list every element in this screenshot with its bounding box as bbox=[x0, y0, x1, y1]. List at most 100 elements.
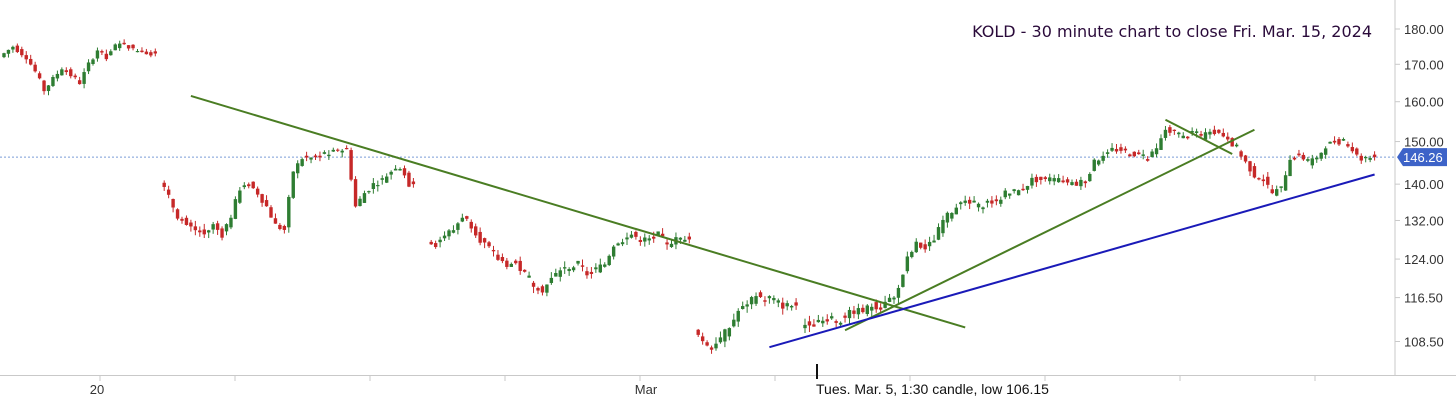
candle-body-up bbox=[616, 243, 620, 246]
candle-body-up bbox=[669, 243, 674, 248]
candle-body-down bbox=[834, 321, 838, 323]
candle-body-up bbox=[865, 305, 869, 315]
candle-body-down bbox=[1199, 134, 1203, 136]
candle-body-up bbox=[1283, 175, 1288, 191]
candle-body-down bbox=[665, 242, 669, 245]
candle-body-up bbox=[380, 178, 384, 180]
candle-body-up bbox=[1163, 129, 1168, 138]
candle-body-up bbox=[238, 190, 242, 203]
candle-body-down bbox=[843, 315, 847, 318]
candle-body-down bbox=[807, 321, 812, 326]
candle-body-up bbox=[51, 76, 55, 86]
candle-body-up bbox=[113, 44, 117, 51]
candle-body-down bbox=[175, 209, 180, 219]
candle-body-up bbox=[856, 308, 861, 315]
candle-body-up bbox=[207, 230, 211, 233]
candle-body-up bbox=[242, 185, 246, 188]
candle-body-up bbox=[625, 237, 629, 240]
candle-body-up bbox=[571, 267, 576, 271]
candle-body-up bbox=[2, 53, 6, 58]
candle-body-up bbox=[1070, 182, 1074, 185]
candle-body-down bbox=[1359, 155, 1363, 161]
candle-body-up bbox=[1101, 155, 1105, 161]
candle-body-up bbox=[229, 217, 233, 228]
candle-body-down bbox=[77, 80, 82, 85]
candle-body-up bbox=[732, 319, 736, 327]
candle-body-up bbox=[914, 241, 918, 253]
candle-body-down bbox=[264, 200, 269, 207]
candle-body-down bbox=[171, 198, 175, 208]
candle-body-up bbox=[1275, 189, 1279, 196]
candle-body-down bbox=[20, 49, 24, 56]
candle-body-down bbox=[491, 249, 496, 252]
candle-body-up bbox=[287, 196, 291, 228]
candle-body-down bbox=[852, 310, 856, 314]
candle-body-down bbox=[407, 172, 411, 187]
candle-body-down bbox=[696, 329, 700, 335]
candle-body-down bbox=[540, 286, 545, 293]
candle-body-down bbox=[33, 64, 37, 72]
candle-body-up bbox=[376, 185, 380, 187]
candle-body-up bbox=[322, 152, 327, 154]
candle-body-up bbox=[714, 343, 718, 349]
candle-body-down bbox=[273, 218, 278, 224]
candle-body-up bbox=[678, 237, 683, 240]
candle-body-up bbox=[629, 234, 634, 238]
channel-top bbox=[1164, 118, 1233, 155]
candle-body-down bbox=[1355, 148, 1359, 155]
candle-body-up bbox=[1315, 157, 1319, 160]
y-tick-label: 140.00 bbox=[1404, 177, 1444, 192]
candle-body-up bbox=[1190, 131, 1194, 133]
candle-body-down bbox=[487, 242, 491, 247]
candle-body-up bbox=[1048, 177, 1052, 182]
candle-body-up bbox=[296, 163, 300, 174]
candle-body-up bbox=[718, 337, 723, 343]
candle-body-down bbox=[215, 223, 220, 230]
candle-body-up bbox=[451, 230, 456, 233]
y-tick-label: 150.00 bbox=[1404, 135, 1444, 150]
candle-body-up bbox=[870, 306, 874, 311]
candle-body-down bbox=[1123, 148, 1128, 151]
candle-body-down bbox=[1074, 181, 1079, 186]
candle-body-up bbox=[291, 171, 295, 198]
candle-body-down bbox=[193, 226, 198, 231]
candle-body-up bbox=[563, 267, 567, 269]
candle-body-down bbox=[220, 228, 224, 238]
candle-body-up bbox=[1154, 148, 1159, 155]
candle-body-up bbox=[941, 219, 945, 234]
candle-body-up bbox=[1092, 159, 1096, 171]
candle-body-down bbox=[518, 260, 522, 271]
candle-body-up bbox=[86, 62, 91, 72]
candle-body-down bbox=[1248, 161, 1252, 172]
candle-body-up bbox=[442, 235, 447, 239]
candle-body-down bbox=[198, 230, 202, 233]
candle-body-up bbox=[362, 193, 367, 203]
candle-body-down bbox=[104, 53, 109, 60]
candle-body-up bbox=[1159, 138, 1163, 150]
candle-body-up bbox=[821, 320, 825, 324]
candle-body-down bbox=[344, 148, 349, 150]
candle-body-down bbox=[919, 242, 923, 248]
candle-body-down bbox=[1083, 181, 1088, 184]
candle-body-up bbox=[745, 304, 749, 307]
annotation-group: Tues. Mar. 5, 1:30 candle, low 106.15 bbox=[816, 364, 1049, 397]
candle-body-up bbox=[803, 324, 807, 329]
candle-body-up bbox=[1025, 185, 1030, 190]
candle-body-down bbox=[1128, 154, 1132, 157]
candle-body-down bbox=[64, 70, 68, 73]
candle-body-down bbox=[1065, 179, 1070, 183]
candle-body-down bbox=[1114, 148, 1119, 152]
candle-body-down bbox=[1292, 157, 1297, 160]
candle-body-up bbox=[118, 43, 122, 49]
candle-body-down bbox=[1261, 179, 1266, 182]
candle-body-up bbox=[683, 239, 687, 242]
candle-body-down bbox=[580, 265, 585, 267]
candle-body-up bbox=[55, 73, 60, 79]
candle-body-down bbox=[1239, 151, 1243, 157]
candle-body-up bbox=[456, 223, 460, 230]
candle-body-up bbox=[309, 157, 313, 160]
candle-body-up bbox=[1306, 159, 1310, 161]
candle-body-up bbox=[438, 239, 442, 243]
candle-body-up bbox=[896, 287, 901, 298]
y-tick-label: 170.00 bbox=[1404, 57, 1444, 72]
